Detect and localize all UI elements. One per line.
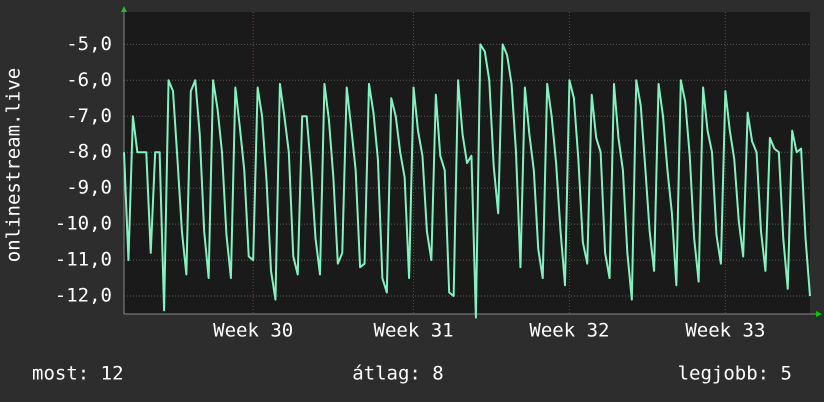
y-tick-label: -6,0	[66, 69, 112, 91]
footer-average: átlag: 8	[352, 363, 444, 385]
x-tick-label: Week 32	[529, 320, 609, 342]
y-tick-label: -7,0	[66, 105, 112, 127]
x-tick-label: Week 31	[374, 320, 454, 342]
x-tick-label: Week 33	[685, 320, 765, 342]
y-tick-label: -8,0	[66, 141, 112, 163]
y-tick-label: -9,0	[66, 177, 112, 199]
y-tick-label: -12,0	[55, 285, 112, 307]
y-tick-label: -10,0	[55, 213, 112, 235]
data-line	[123, 43, 811, 319]
x-tick-label: Week 30	[213, 320, 293, 342]
y-tick-label: -5,0	[66, 33, 112, 55]
footer-best: legjobb: 5	[678, 363, 792, 385]
y-tick-label: -11,0	[55, 249, 112, 271]
x-axis-arrow	[816, 311, 822, 317]
plot-layer: -5,0 -6,0 -7,0 -8,0 -9,0 -10,0 -11,0 -12,0 Week …	[55, 8, 816, 342]
y-axis-label: onlinestream.live	[3, 68, 25, 262]
footer-current: most: 12	[32, 363, 124, 385]
